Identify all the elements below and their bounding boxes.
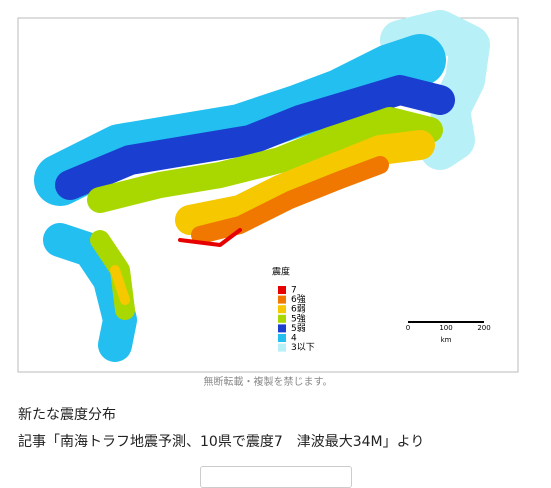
legend-label: 6強: [291, 293, 306, 305]
caption: 無断転載・複製を禁じます。: [204, 375, 333, 388]
legend-swatch: [278, 295, 286, 304]
legend-label: 3以下: [291, 343, 315, 353]
scale-tick-label: 100: [439, 324, 452, 332]
page: 震度 7 6強 6弱 5強 5弱 4 3以下 0 100 200 km 無断転載・複製を禁じます…: [17, 10, 519, 488]
legend-label: 6弱: [291, 304, 306, 315]
legend-swatch: [278, 314, 286, 323]
legend-swatch: [278, 324, 286, 333]
legend-swatch: [278, 286, 286, 294]
legend-swatch: [278, 305, 286, 314]
map-land: [34, 10, 490, 362]
scale-tick-label: 200: [477, 324, 490, 332]
article-heading: 新たな震度分布: [18, 407, 116, 423]
legend-label: 5強: [291, 312, 306, 324]
scale: 0 100 200: [406, 324, 491, 332]
legend-label: 4: [291, 334, 297, 344]
scale-unit: km: [441, 336, 452, 344]
legend-label: 5弱: [291, 323, 306, 334]
legend-title: 震度: [272, 266, 290, 278]
legend-swatch: [278, 343, 286, 352]
scale-tick-label: 0: [406, 324, 410, 332]
legend-swatch: [278, 334, 286, 342]
legend-label: 7: [291, 286, 297, 296]
article-source: 記事「南海トラフ地震予測、10県で震度7 津波最大34M」より: [18, 434, 425, 450]
partial-button[interactable]: [200, 466, 352, 488]
